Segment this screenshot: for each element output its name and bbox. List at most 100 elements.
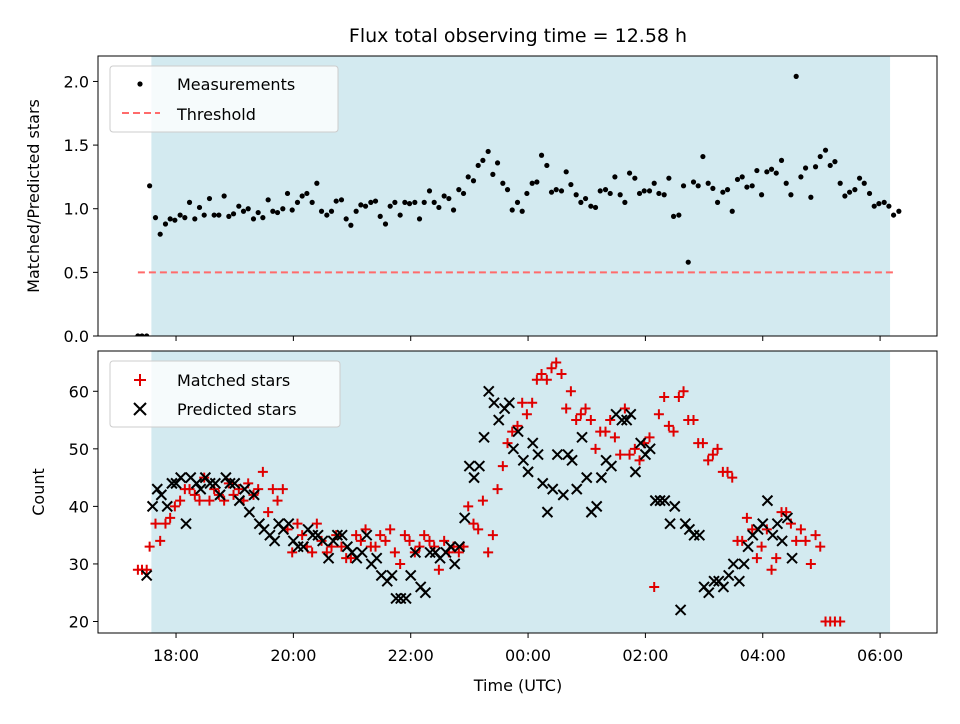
measurements-point <box>744 184 750 190</box>
measurements-point <box>680 183 687 189</box>
matched-stars-point <box>751 553 762 564</box>
measurements-point <box>808 194 814 200</box>
top-panel-frame <box>97 55 938 337</box>
measurements-point <box>196 204 203 211</box>
measurements-point <box>700 153 706 160</box>
measurements-point <box>348 222 354 228</box>
measurements-point <box>294 199 301 205</box>
measurements-point <box>538 152 545 158</box>
measurements-point <box>812 164 819 170</box>
measurements-point <box>612 174 618 180</box>
predicted-stars-point <box>562 448 574 461</box>
measurements-point <box>685 259 691 265</box>
top-panel: 0.00.51.01.52.0 Matched/Predicted stars … <box>24 55 938 346</box>
predicted-stars-point <box>386 569 398 582</box>
matched-stars-point <box>492 484 503 495</box>
predicted-stars-point <box>405 569 417 582</box>
measurements-point <box>265 197 271 203</box>
measurements-point <box>480 157 486 163</box>
predicted-stars-point <box>233 494 246 507</box>
matched-stars-point <box>144 541 155 552</box>
measurements-point <box>250 216 257 222</box>
matched-stars-point <box>380 535 391 546</box>
matched-stars-point <box>771 553 782 564</box>
predicted-stars-point <box>620 414 633 426</box>
matched-stars-point <box>351 530 362 541</box>
matched-stars-point <box>253 484 264 495</box>
matched-stars-point <box>370 541 381 552</box>
measurements-point <box>729 208 735 214</box>
measurements-point <box>324 212 330 218</box>
predicted-stars-point <box>151 483 163 495</box>
measurements-point <box>260 215 266 221</box>
measurements-point <box>441 193 447 199</box>
measurements-point <box>842 193 848 199</box>
measurements-point <box>362 203 369 209</box>
measurements-point <box>397 212 403 218</box>
predicted-stars-point <box>228 477 241 490</box>
matched-stars-point <box>336 541 347 552</box>
measurements-point <box>758 192 765 198</box>
measurements-point <box>186 199 193 205</box>
legend-matched-marker <box>134 374 146 386</box>
measurements-point <box>720 189 726 195</box>
matched-stars-point <box>189 489 200 500</box>
measurements-point <box>172 217 178 223</box>
measurements-point <box>416 216 423 222</box>
matched-stars-point <box>263 507 274 518</box>
matched-stars-point <box>527 397 538 408</box>
measurements-point <box>382 221 389 227</box>
measurements-point <box>162 221 169 227</box>
predicted-stars-point <box>444 540 457 553</box>
matched-stars-point <box>575 409 586 420</box>
measurements-point <box>690 179 697 185</box>
measurements-point <box>514 199 521 205</box>
matched-stars-point <box>194 495 205 506</box>
measurements-point <box>177 212 183 218</box>
matched-stars-point <box>307 547 318 558</box>
predicted-stars-point <box>140 569 153 582</box>
measurements-point <box>460 190 467 197</box>
matched-stars-point <box>233 484 244 495</box>
matched-stars-point <box>629 443 640 454</box>
measurements-point <box>710 185 716 191</box>
matched-stars-point <box>463 501 474 512</box>
measurements-point <box>622 199 628 205</box>
measurements-point <box>236 203 242 209</box>
measurements-point <box>421 199 427 205</box>
measurements-point <box>387 203 393 209</box>
predicted-stars-point <box>248 489 260 501</box>
bottom-legend: Matched stars Predicted stars <box>109 360 341 428</box>
predicted-stars-point <box>220 471 232 484</box>
legend-matched-label: Matched stars <box>177 371 290 390</box>
predicted-stars-point <box>786 552 798 564</box>
measurements-point <box>226 213 232 219</box>
predicted-stars-point <box>733 575 745 587</box>
matched-stars-point <box>668 426 679 437</box>
measurements-point <box>490 171 496 177</box>
matched-stars-point <box>165 512 176 523</box>
predicted-stars-point <box>581 471 593 484</box>
matched-stars-point <box>722 466 733 477</box>
measurements-point <box>192 216 198 222</box>
predicted-stars-point <box>776 535 788 547</box>
measurements-point <box>216 212 222 218</box>
matched-stars-point <box>169 501 180 512</box>
measurements-point <box>270 208 276 214</box>
measurements-point <box>221 193 227 199</box>
matched-stars-point <box>741 512 752 523</box>
measurements-point <box>500 180 506 186</box>
legend-predicted-label: Predicted stars <box>177 400 297 419</box>
measurements-point <box>358 202 364 208</box>
x-tick-label: 20:00 <box>270 646 316 665</box>
measurements-point <box>328 208 335 214</box>
measurements-point <box>886 203 892 209</box>
matched-stars-point <box>580 403 591 414</box>
matched-stars-point <box>644 432 655 443</box>
predicted-stars-point <box>166 477 178 490</box>
measurements-point <box>465 174 471 180</box>
measurements-point <box>856 175 863 181</box>
measurements-point <box>597 188 603 194</box>
predicted-stars-point <box>243 506 256 518</box>
predicted-stars-point <box>727 558 740 570</box>
